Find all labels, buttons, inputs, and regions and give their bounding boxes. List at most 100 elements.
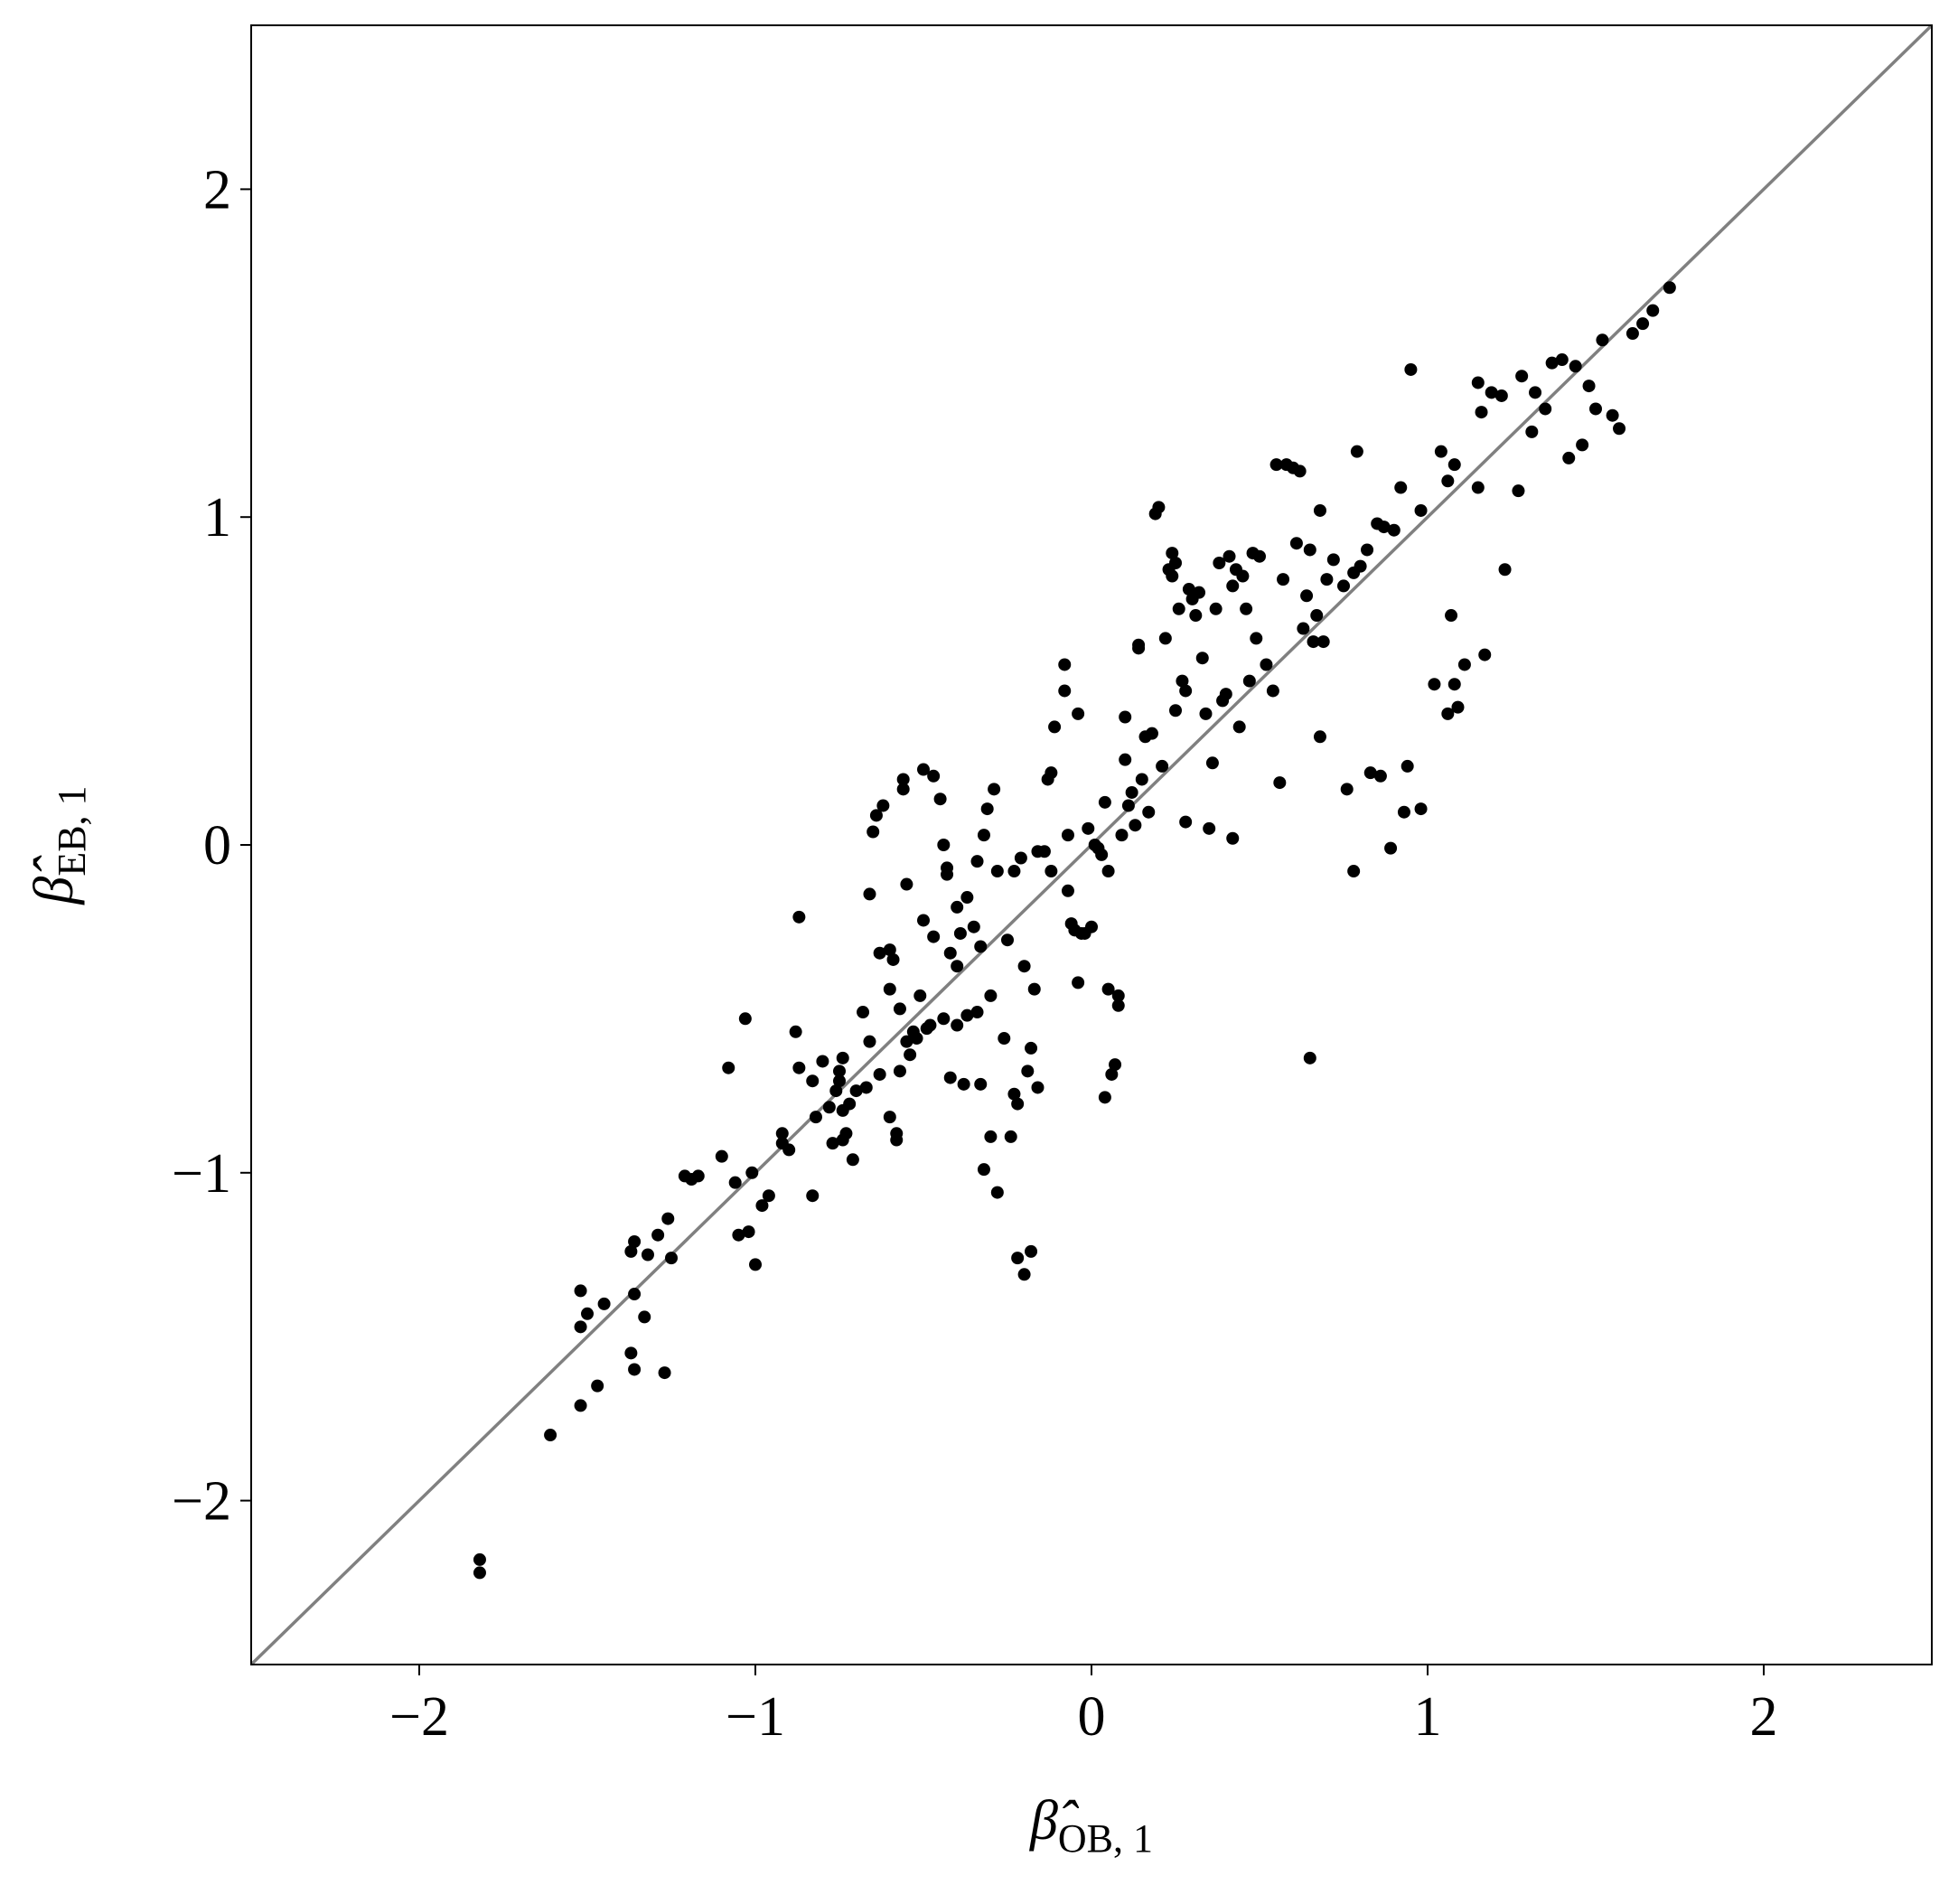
x-tick-label: −2 [389, 1686, 449, 1748]
point [1166, 547, 1179, 560]
point [883, 982, 896, 996]
point [1209, 602, 1223, 615]
point [998, 1032, 1011, 1046]
point [917, 763, 930, 776]
point [893, 1002, 906, 1016]
point [1025, 1244, 1038, 1258]
point [1119, 710, 1132, 724]
point [970, 1006, 984, 1019]
point [843, 1097, 857, 1111]
point [1242, 674, 1256, 688]
point [1260, 658, 1273, 671]
point [900, 877, 913, 891]
point [990, 865, 1004, 878]
point [722, 1061, 735, 1074]
point [1109, 1058, 1122, 1072]
point [937, 1012, 951, 1026]
point [1377, 521, 1391, 534]
point [967, 920, 980, 933]
point [1340, 783, 1354, 796]
point [988, 783, 1001, 796]
point [1384, 841, 1398, 855]
point [829, 1084, 843, 1098]
point [628, 1234, 642, 1248]
point [836, 1051, 849, 1065]
point [883, 1111, 896, 1124]
point [893, 1065, 906, 1078]
point [1195, 652, 1209, 665]
point [1158, 632, 1172, 645]
point [762, 1189, 775, 1203]
point [1232, 720, 1246, 734]
point [1512, 484, 1525, 498]
point [1021, 1065, 1035, 1078]
point [1498, 563, 1512, 577]
point [1226, 831, 1240, 845]
point [1361, 543, 1374, 557]
y-tick-label: 0 [203, 815, 231, 877]
point [1347, 865, 1361, 878]
point [1562, 451, 1576, 464]
point [1266, 684, 1279, 698]
point [910, 1032, 923, 1046]
point [1226, 579, 1240, 593]
point [1529, 386, 1542, 399]
point [1397, 805, 1410, 819]
point [1457, 658, 1471, 671]
plot-frame [250, 24, 1933, 1665]
point [1061, 829, 1074, 842]
point [1451, 700, 1465, 714]
point [1494, 389, 1508, 402]
point [792, 910, 806, 924]
point [1404, 362, 1418, 376]
y-tick-label: 2 [203, 159, 231, 220]
point [957, 1077, 970, 1091]
point [624, 1346, 638, 1360]
point [1310, 609, 1324, 623]
point [1414, 503, 1428, 517]
point [941, 868, 954, 881]
point [849, 1084, 863, 1098]
point [728, 1176, 742, 1189]
point [876, 799, 890, 812]
point [809, 1111, 822, 1124]
point [1316, 635, 1330, 649]
point [826, 1137, 839, 1150]
point [886, 952, 900, 966]
point [1048, 720, 1062, 734]
point [591, 1379, 604, 1393]
point [1576, 438, 1589, 452]
point [1027, 982, 1041, 996]
point [1111, 999, 1125, 1012]
point [857, 1006, 870, 1019]
point [974, 1077, 988, 1091]
point [1313, 730, 1326, 744]
point [1441, 707, 1455, 720]
point [822, 1101, 836, 1114]
point [792, 1061, 806, 1074]
point [1031, 1081, 1045, 1094]
point [1004, 1130, 1017, 1143]
point [1307, 635, 1320, 649]
point [1297, 622, 1310, 635]
point [1179, 684, 1193, 698]
point [1441, 474, 1455, 488]
point [628, 1363, 642, 1376]
point [1045, 766, 1058, 780]
point [833, 1065, 846, 1078]
point [1337, 579, 1350, 593]
point [816, 1055, 829, 1068]
point [1582, 380, 1596, 393]
point [1152, 501, 1166, 514]
y-tick-label: −2 [172, 1471, 231, 1533]
point [1471, 481, 1485, 494]
point [873, 1067, 886, 1081]
point [1058, 658, 1072, 671]
point [597, 1297, 611, 1310]
point [1166, 569, 1179, 583]
point [806, 1074, 820, 1088]
point [1303, 1051, 1316, 1065]
point [917, 914, 930, 927]
point [1606, 408, 1619, 422]
